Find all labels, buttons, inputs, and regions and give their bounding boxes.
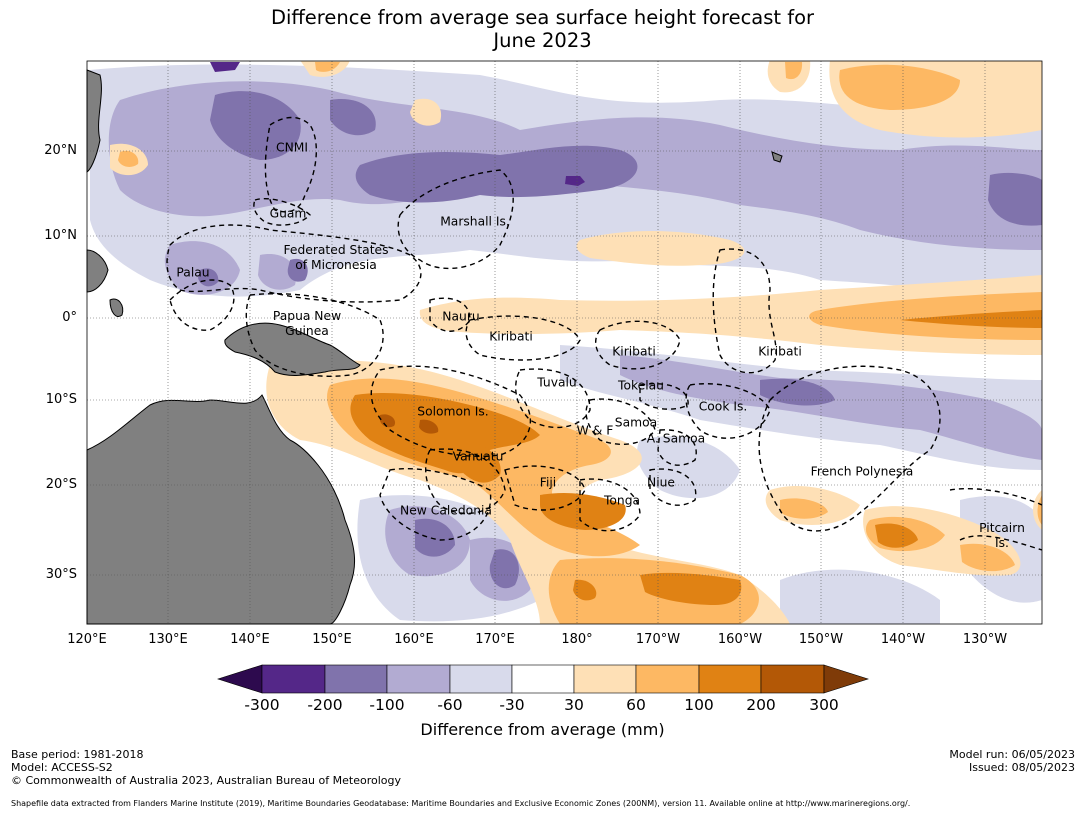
land-masses [86,69,783,625]
eez-boundaries [166,116,1042,551]
australia-landmass [86,394,355,625]
copyright-text: © Commonwealth of Australia 2023, Austra… [11,774,401,787]
colorbar-swatch [261,664,326,694]
place-label-niue: Niue [647,475,675,490]
philippines-landmass [86,69,102,173]
colorbar-tick: -100 [369,696,405,714]
place-label-fiji: Fiji [539,475,557,490]
colorbar-tick: 100 [684,696,714,714]
lon-label-130E: 130°E [148,632,188,647]
place-label-tuvalu: Tuvalu [537,375,577,390]
place-label-png: Papua New Guinea [272,309,342,338]
place-label-solomon-is: Solomon Is. [417,404,489,419]
colorbar-title: Difference from average (mm) [420,720,665,739]
colorbar [217,664,869,694]
place-label-nauru: Nauru [442,309,480,324]
shapefile-footnote: Shapefile data extracted from Flanders M… [11,799,911,808]
colorbar-swatch [449,664,513,694]
place-label-tokelau: Tokelau [618,378,664,393]
sulawesi-landmass [109,298,124,317]
lat-label-10S: 10°S [45,392,77,407]
place-label-micronesia: Federated States of Micronesia [283,243,389,272]
lon-label-120E: 120°E [67,632,107,647]
lon-label-180: 180° [561,632,593,647]
map-frame [86,60,1043,625]
gridlines [87,61,1042,624]
anomaly-band-minus100 [198,91,1042,589]
map-title: Difference from average sea surface heig… [0,6,1085,52]
place-label-marshall-is: Marshall Is. [440,214,510,229]
place-label-pitcairn-is: Pitcairn Is. [979,521,1025,550]
place-label-palau: Palau [176,265,210,280]
colorbar-swatch [760,664,825,694]
place-label-a-samoa: A. Samoa [646,431,706,446]
colorbar-tick: -300 [244,696,280,714]
anomaly-band-minus200 [210,62,585,186]
lon-label-160W: 160°W [717,632,763,647]
lon-label-140E: 140°E [230,632,270,647]
place-label-vanuatu: Vanuatu [452,449,504,464]
colorbar-tick: 60 [626,696,646,714]
colorbar-swatch [698,664,762,694]
place-label-cook-is: Cook Is. [698,399,748,414]
lat-label-20S: 20°S [45,477,77,492]
anomaly-band-plus100 [350,310,1042,605]
lon-label-170W: 170°W [635,632,681,647]
map-title-line1: Difference from average sea surface heig… [270,6,815,29]
colorbar-swatch [635,664,700,694]
meta-block-right: Model run: 06/05/2023 Issued: 08/05/2023 [949,748,1075,774]
place-label-kiribati-west: Kiribati [489,329,533,344]
model-text: Model: ACCESS-S2 [11,761,113,774]
lon-label-170E: 170°E [475,632,515,647]
meta-block-left: Base period: 1981-2018 Model: ACCESS-S2 … [11,748,401,787]
place-label-cnmi: CNMI [275,140,309,155]
colorbar-swatch [573,664,637,694]
lon-label-160E: 160°E [394,632,434,647]
lat-label-10N: 10°N [44,228,77,243]
place-label-guam: Guam [269,206,307,221]
colorbar-tick: -30 [499,696,525,714]
lon-label-130W: 130°W [962,632,1008,647]
colorbar-tick: 300 [809,696,839,714]
new-guinea-landmass [224,322,361,376]
hawaii-landmass [771,151,783,163]
place-label-tonga: Tonga [603,493,641,508]
lon-label-150W: 150°W [798,632,844,647]
colorbar-swatch [511,664,575,694]
lat-label-0: 0° [62,310,77,325]
colorbar-tick: 200 [746,696,776,714]
colorbar-tick: -60 [437,696,463,714]
lat-label-30S: 30°S [45,567,77,582]
base-period-text: Base period: 1981-2018 [11,748,144,761]
place-label-w-and-f: W & F [576,423,614,438]
anomaly-band-plus200 [379,414,439,434]
colorbar-arrow-low [217,664,263,694]
place-label-kiribati-central: Kiribati [612,344,656,359]
borneo-landmass [86,249,109,293]
lat-label-20N: 20°N [44,143,77,158]
colorbar-tick: 30 [564,696,584,714]
place-label-kiribati-east: Kiribati [758,344,802,359]
lon-label-150E: 150°E [312,632,352,647]
issued-text: Issued: 08/05/2023 [968,761,1075,774]
colorbar-swatch [324,664,388,694]
place-label-french-polynesia: French Polynesia [810,464,914,479]
map-title-line2: June 2023 [493,29,592,52]
colorbar-swatch [386,664,451,694]
model-run-text: Model run: 06/05/2023 [949,748,1075,761]
colorbar-tick: -200 [307,696,343,714]
place-label-samoa: Samoa [614,415,658,430]
place-label-new-caledonia: New Caledonia [400,503,492,518]
lon-label-140W: 140°W [880,632,926,647]
colorbar-arrow-high [823,664,869,694]
